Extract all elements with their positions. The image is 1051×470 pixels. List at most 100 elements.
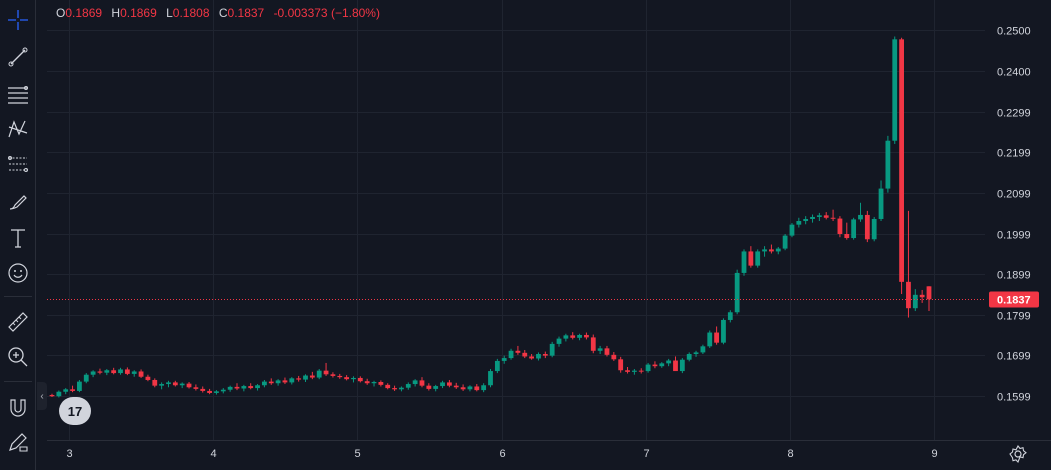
low-value: 0.1808 (172, 6, 210, 20)
candle (803, 216, 809, 225)
candle (906, 210, 911, 318)
candle (344, 375, 350, 381)
candle (309, 371, 315, 380)
candle (392, 385, 397, 391)
fib-icon[interactable] (4, 150, 32, 178)
candle (645, 362, 651, 373)
open-label: O (56, 6, 66, 20)
ruler-icon[interactable] (4, 308, 32, 336)
candle (481, 383, 487, 393)
candle (255, 384, 260, 391)
candle (378, 380, 384, 387)
x-tick-label: 4 (211, 448, 217, 460)
low-label: L (166, 6, 173, 20)
candle (851, 217, 857, 240)
chart-settings-button[interactable] (1008, 444, 1028, 464)
candle (604, 345, 610, 357)
candle (193, 384, 199, 391)
emoji-icon[interactable] (4, 259, 32, 287)
candle (56, 390, 62, 398)
candle (638, 368, 644, 374)
candle (625, 367, 630, 374)
candle (871, 216, 877, 242)
collapse-toolbar-button[interactable]: ‹ (37, 382, 47, 410)
close-value: 0.1837 (227, 6, 265, 20)
candle (721, 318, 726, 345)
candle (796, 217, 802, 228)
candle (810, 214, 815, 223)
candle (556, 336, 562, 347)
text-icon[interactable] (4, 224, 32, 252)
y-tick-label: 0.1599 (997, 392, 1031, 404)
candle (467, 385, 473, 392)
y-tick-label: 0.1699 (997, 351, 1031, 363)
candle (419, 377, 425, 388)
trend-line-icon[interactable] (4, 43, 32, 71)
drawing-toolbar (0, 0, 36, 470)
candle (172, 380, 178, 387)
candle (714, 326, 719, 345)
candle (919, 289, 925, 303)
tradingview-logo[interactable]: 17 (59, 397, 91, 425)
candle (262, 379, 267, 388)
brush-icon[interactable] (4, 188, 32, 216)
candle (734, 269, 740, 315)
candle (830, 209, 836, 222)
candle (885, 135, 891, 193)
lock-pencil-icon[interactable] (4, 428, 32, 456)
horizontal-lines-icon[interactable] (4, 80, 32, 108)
price-axis[interactable]: 0.2500 0.2400 0.2299 0.2199 0.2099 0.1999 0.18… (997, 26, 1031, 404)
candle (570, 332, 576, 340)
candle (337, 373, 343, 379)
last-price-tag (989, 291, 1039, 308)
candle (220, 388, 226, 394)
candle (303, 374, 308, 383)
candle (227, 385, 233, 392)
candles (49, 36, 932, 398)
candle (618, 356, 624, 373)
candle (371, 380, 377, 387)
candle (282, 377, 288, 385)
crosshair-icon[interactable] (4, 6, 32, 34)
candle (577, 333, 582, 341)
x-tick-label: 7 (644, 448, 650, 460)
y-tick-label: 0.2299 (997, 108, 1031, 120)
candle (652, 361, 658, 369)
candle (611, 352, 617, 361)
candle (542, 351, 548, 359)
time-axis[interactable]: 3 4 5 6 7 8 9 (47, 440, 1051, 461)
candle (412, 379, 418, 387)
candle (405, 382, 411, 390)
candle (899, 37, 904, 295)
magnet-icon[interactable] (4, 394, 32, 422)
candle (892, 36, 898, 144)
candle (145, 374, 151, 382)
pattern-icon[interactable] (4, 115, 32, 143)
candle (679, 358, 685, 374)
candle (446, 379, 452, 388)
chart-grid (47, 0, 985, 440)
candle (248, 383, 254, 390)
candle (357, 376, 363, 383)
candle (864, 210, 870, 243)
candle (693, 350, 699, 357)
candle (659, 362, 665, 368)
candle (90, 370, 96, 378)
candle (741, 249, 747, 276)
candle (858, 202, 863, 222)
candle (597, 345, 603, 355)
candle (584, 332, 589, 340)
candle (515, 345, 521, 355)
last-price-line: 0.1837 (47, 291, 1039, 308)
candle (104, 369, 110, 376)
candle (83, 373, 89, 384)
zoom-icon[interactable] (4, 343, 32, 371)
candle (138, 369, 144, 378)
candle (837, 216, 843, 238)
candle (501, 355, 507, 364)
candle (289, 377, 295, 385)
candle (912, 289, 918, 312)
x-tick-label: 8 (788, 448, 794, 460)
candle (351, 376, 356, 383)
